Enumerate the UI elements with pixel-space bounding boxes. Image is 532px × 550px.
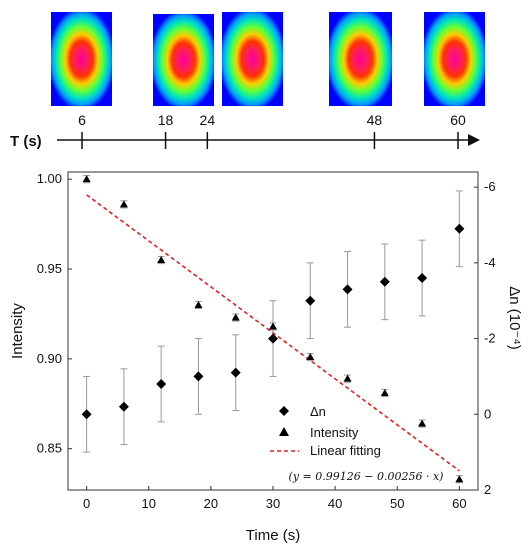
- timeline-tick-label: 48: [367, 112, 383, 128]
- x-tick-label: 50: [390, 496, 404, 511]
- x-tick-label: 40: [328, 496, 342, 511]
- y-tick-label: 0.85: [37, 441, 62, 456]
- legend-marker-intensity: [279, 427, 289, 436]
- intensity-point: [82, 175, 91, 183]
- intensity-point: [380, 388, 389, 396]
- chart: 0 10 20 30 40 50 60 0.85 0.90 0.95 1.00 -6 -4 -2 0 2 Ti…: [9, 171, 523, 544]
- intensity-point: [306, 353, 315, 361]
- legend-label-dn: Δn: [310, 404, 326, 419]
- x-axis-title: Time (s): [246, 527, 300, 544]
- timeline: T (s) 6 18 24 48 60: [10, 112, 480, 150]
- intensity-point: [269, 322, 277, 330]
- y-tick-label: 1.00: [37, 171, 62, 186]
- timeline-arrowhead: [468, 134, 480, 146]
- y2-tick-label: -6: [484, 179, 496, 194]
- dn-point: [156, 379, 167, 389]
- intensity-point: [418, 419, 427, 427]
- dn-point: [193, 371, 204, 382]
- intensity-point: [157, 256, 166, 264]
- timeline-tick-label: 24: [200, 112, 216, 128]
- x-tick-label: 20: [204, 496, 218, 511]
- intensity-point: [119, 200, 128, 208]
- fit-line: [86, 194, 460, 472]
- y-axis-title: Intensity: [9, 303, 26, 359]
- intensity-point: [343, 374, 352, 382]
- legend-label-fit: Linear fitting: [310, 443, 381, 458]
- y2-tick-label: -4: [484, 255, 496, 270]
- legend: Δn Intensity Linear fitting: [270, 404, 381, 458]
- x-tick-label: 30: [266, 496, 280, 511]
- x-tick-label: 60: [452, 496, 466, 511]
- dn-point: [342, 284, 353, 295]
- y2-tick-label: -2: [484, 331, 496, 346]
- y2-tick-label: 2: [484, 482, 491, 497]
- y2-tick-label: 0: [484, 406, 491, 421]
- dn-point: [417, 273, 428, 283]
- beam-image-18s: [153, 14, 214, 106]
- y-tick-label: 0.95: [37, 261, 62, 276]
- dn-point: [118, 401, 129, 412]
- beam-image-24s: [222, 12, 283, 106]
- intensity-point: [194, 300, 203, 308]
- timeline-tick-label: 6: [78, 112, 86, 128]
- y2-axis-title: Δn (10⁻⁴): [506, 286, 523, 350]
- dn-point: [379, 276, 390, 287]
- intensity-point: [231, 313, 240, 321]
- x-tick-label: 0: [83, 496, 90, 511]
- dn-point: [268, 333, 278, 344]
- legend-marker-dn: [279, 406, 289, 416]
- beam-image-48s: [329, 12, 392, 106]
- x-tick-label: 10: [142, 496, 156, 511]
- beam-image-60s: [424, 12, 485, 106]
- timeline-title: T (s): [10, 133, 42, 150]
- dn-point: [454, 223, 465, 234]
- legend-label-intensity: Intensity: [310, 425, 359, 440]
- beam-images: [51, 12, 485, 106]
- dn-point: [305, 295, 316, 306]
- y-tick-label: 0.90: [37, 351, 62, 366]
- intensity-point: [455, 475, 464, 483]
- dn-point: [81, 409, 92, 420]
- dn-point: [230, 367, 241, 378]
- timeline-tick-label: 60: [450, 112, 466, 128]
- beam-image-6s: [51, 12, 112, 106]
- timeline-tick-label: 18: [158, 112, 174, 128]
- fit-equation: (y = 0.99126 − 0.00256 · x): [289, 470, 444, 483]
